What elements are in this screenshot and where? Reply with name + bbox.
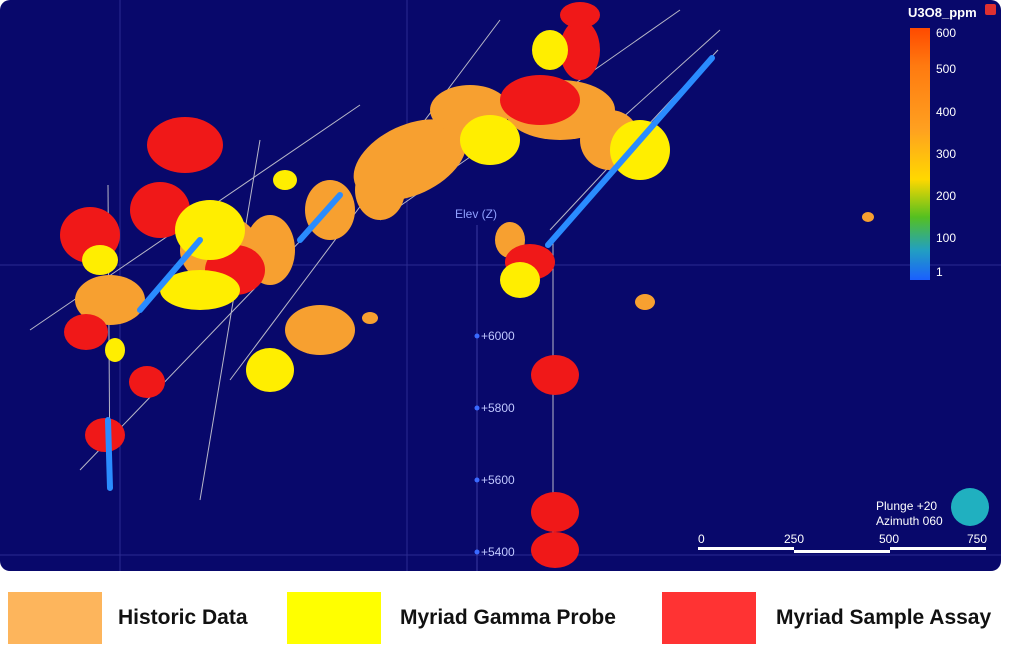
colorbar-label: 600 xyxy=(936,26,956,40)
scale-label: 750 xyxy=(967,532,987,546)
drillhole-samples xyxy=(105,55,715,491)
background xyxy=(0,0,1001,571)
azimuth: Azimuth 060 xyxy=(876,514,943,528)
colorbar: U3O8_ppm 600 500 400 300 200 100 1 xyxy=(908,4,996,280)
legend-swatch xyxy=(662,592,756,644)
orebodies xyxy=(60,2,874,568)
colorbar-label: 400 xyxy=(936,105,956,119)
colorbar-title: U3O8_ppm xyxy=(908,5,977,20)
plunge: Plunge +20 xyxy=(876,499,937,513)
compass xyxy=(951,488,989,526)
legend-label: Myriad Sample Assay xyxy=(776,606,992,629)
legend-swatch xyxy=(287,592,381,644)
scale-bar: 0 250 500 750 xyxy=(698,532,987,553)
scale-label: 500 xyxy=(879,532,899,546)
legend-swatch xyxy=(8,592,102,644)
legend-label: Historic Data xyxy=(118,606,248,629)
elevation-label: +6000 xyxy=(481,329,515,343)
3d-view: Elev (Z) +6000 +5800 +5600 +5400 U3O8_pp… xyxy=(0,0,1001,571)
legend-label: Myriad Gamma Probe xyxy=(400,606,616,629)
close-button[interactable] xyxy=(985,4,996,15)
colorbar-gradient xyxy=(910,28,930,280)
colorbar-label: 100 xyxy=(936,231,956,245)
orientation: Plunge +20 Azimuth 060 xyxy=(876,488,989,528)
colorbar-label: 300 xyxy=(936,147,956,161)
colorbar-label: 500 xyxy=(936,62,956,76)
elevation-axis: Elev (Z) +6000 +5800 +5600 +5400 xyxy=(455,207,515,571)
legend-item: Historic Data xyxy=(8,592,248,644)
elevation-label: +5400 xyxy=(481,545,515,559)
elevation-label: +5800 xyxy=(481,401,515,415)
legend-item: Myriad Sample Assay xyxy=(662,592,991,644)
elevation-label: +5600 xyxy=(481,473,515,487)
colorbar-label: 200 xyxy=(936,189,956,203)
axis-title: Elev (Z) xyxy=(455,207,497,221)
scale-label: 0 xyxy=(698,532,705,546)
colorbar-label: 1 xyxy=(936,265,943,279)
legend-item: Myriad Gamma Probe xyxy=(287,592,616,644)
scale-label: 250 xyxy=(784,532,804,546)
